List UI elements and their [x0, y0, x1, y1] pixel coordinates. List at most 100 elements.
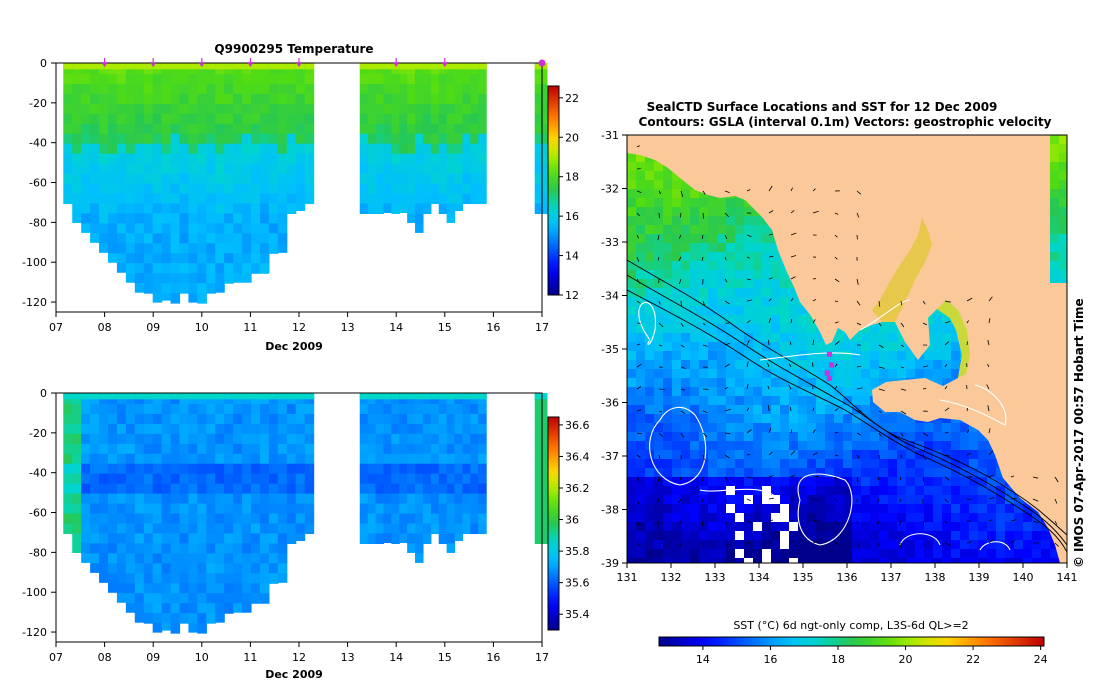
section-cell [72, 533, 82, 544]
section-cell [116, 233, 127, 244]
section-cell [430, 423, 440, 435]
section-cell [197, 563, 207, 574]
section-cell [152, 283, 163, 294]
sst-cell [852, 369, 862, 379]
velocity-vector [658, 476, 660, 482]
section-cell [286, 123, 297, 135]
sst-cell [942, 450, 952, 460]
sst-cell [834, 486, 844, 496]
section-cell [143, 183, 154, 195]
velocity-vector [767, 385, 770, 390]
sst-cell [789, 369, 799, 379]
sst-cell [771, 477, 781, 487]
section-cell [179, 503, 190, 515]
x-tick-label: 09 [146, 321, 160, 334]
section-cell [251, 543, 261, 554]
sst-cell [870, 549, 880, 559]
sst-cell [690, 333, 700, 343]
section-cell [215, 523, 225, 535]
section-cell [224, 73, 234, 85]
sst-cell [1050, 558, 1060, 563]
sst-cell [924, 342, 934, 352]
sst-cell [636, 558, 646, 563]
section-cell [206, 543, 216, 554]
section-cell [454, 493, 464, 505]
sst-cell [690, 468, 700, 478]
section-cell [188, 533, 198, 544]
sst-cell [789, 342, 799, 352]
section-cell [359, 93, 369, 105]
sst-cell [870, 558, 880, 563]
sst-cell [663, 414, 673, 424]
sst-cell [906, 513, 916, 523]
sst-cell [843, 495, 853, 505]
section-cell [251, 593, 261, 604]
sst-cell [771, 324, 781, 334]
velocity-vector [900, 410, 907, 415]
sst-cell [780, 414, 790, 424]
section-cell [438, 513, 448, 525]
section-cell [72, 473, 82, 485]
section-cell [454, 153, 464, 165]
section-cell [462, 63, 471, 70]
sst-cell [951, 468, 961, 478]
velocity-vector [878, 322, 882, 327]
velocity-vector [1010, 475, 1015, 478]
sst-cell [627, 558, 637, 563]
sst-cell [888, 531, 898, 541]
velocity-vector [680, 300, 682, 307]
section-cell [399, 393, 408, 400]
section-cell [540, 393, 548, 400]
section-cell [470, 423, 479, 435]
section-cell [359, 163, 369, 175]
section-cell [295, 123, 306, 135]
sst-cell [933, 558, 943, 563]
section-cell [170, 73, 181, 85]
velocity-vector [636, 212, 640, 217]
section-cell [233, 433, 243, 445]
sst-cell [726, 225, 736, 235]
section-cell [446, 73, 456, 85]
sst-cell [1050, 135, 1060, 145]
section-cell [188, 503, 198, 515]
sst-cell [798, 378, 808, 388]
sst-cell [852, 504, 862, 514]
sst-cell [897, 423, 907, 433]
section-cell [534, 113, 542, 125]
velocity-vector [768, 519, 774, 522]
sst-cell [852, 531, 862, 541]
velocity-vector [636, 145, 640, 148]
section-cell [161, 273, 172, 284]
sst-cell [888, 450, 898, 460]
section-cell [143, 483, 154, 495]
section-cell [161, 543, 172, 554]
sst-cell [906, 540, 916, 550]
section-cell [143, 193, 154, 205]
map-content [627, 135, 1067, 563]
sst-cell [1005, 522, 1015, 532]
section-cell [179, 563, 190, 574]
section-cell [188, 63, 198, 70]
sst-cell [1023, 531, 1033, 541]
section-cell [63, 443, 73, 455]
section-cell [152, 263, 163, 274]
section-cell [233, 553, 243, 564]
section-cell [438, 483, 448, 495]
sst-cell [852, 450, 862, 460]
section-cell [422, 483, 432, 495]
sst-cell [654, 261, 664, 271]
sst-cell [681, 513, 691, 523]
x-tick-label: 12 [292, 651, 306, 664]
sst-cell [843, 432, 853, 442]
sst-cell [735, 423, 745, 433]
section-cell [277, 123, 288, 135]
section-cell [152, 463, 163, 475]
sst-cell [789, 333, 799, 343]
velocity-vector [702, 542, 704, 547]
velocity-vector [790, 519, 794, 522]
sst-cell [825, 378, 835, 388]
section-cell [540, 123, 548, 135]
x-tick-label: 15 [438, 651, 452, 664]
section-cell [152, 63, 163, 70]
sst-cell [888, 324, 898, 334]
